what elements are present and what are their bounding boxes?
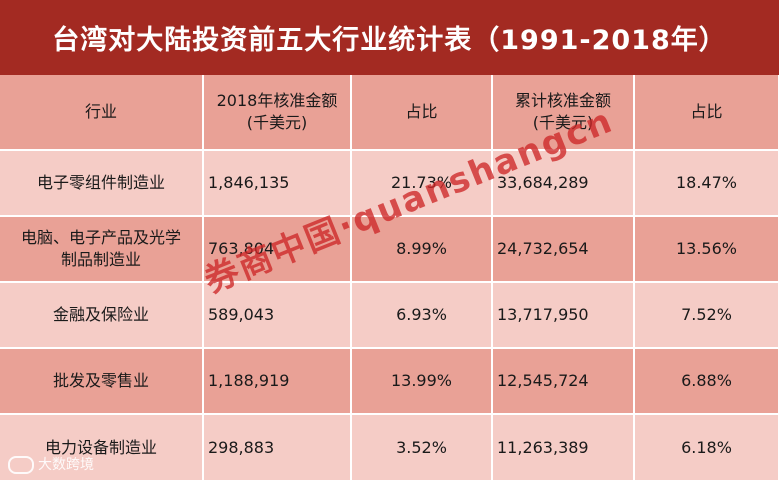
industry-cell: 电脑、电子产品及光学 制品制造业 <box>0 216 204 283</box>
amount-2018-cell: 1,846,135 <box>203 150 352 217</box>
table-row: 金融及保险业 589,043 6.93% 13,717,950 7.52% <box>0 282 779 349</box>
table-title: 台湾对大陆投资前五大行业统计表（1991-2018年） <box>0 0 779 75</box>
header-industry: 行业 <box>0 75 204 151</box>
header-amount-2018: 2018年核准金额 (千美元) <box>203 75 352 151</box>
amount-2018-cell: 298,883 <box>203 414 352 482</box>
amount-2018-cell: 763,804 <box>203 216 352 283</box>
share-2018-cell: 6.93% <box>351 282 493 349</box>
industry-cell: 金融及保险业 <box>0 282 204 349</box>
stats-table: 行业 2018年核准金额 (千美元) 占比 累计核准金额 (千美元) 占比 电子… <box>0 75 779 482</box>
cumulative-cell: 33,684,289 <box>492 150 635 217</box>
share-2018-cell: 3.52% <box>351 414 493 482</box>
industry-cell: 电力设备制造业 <box>0 414 204 482</box>
header-cumulative: 累计核准金额 (千美元) <box>492 75 635 151</box>
header-row: 行业 2018年核准金额 (千美元) 占比 累计核准金额 (千美元) 占比 <box>0 75 779 151</box>
table-row: 电子零组件制造业 1,846,135 21.73% 33,684,289 18.… <box>0 150 779 217</box>
cumulative-cell: 13,717,950 <box>492 282 635 349</box>
share-2018-cell: 21.73% <box>351 150 493 217</box>
industry-cell: 批发及零售业 <box>0 348 204 415</box>
share-cumulative-cell: 18.47% <box>634 150 779 217</box>
corner-logo: 大数跨境 <box>8 454 94 474</box>
cumulative-cell: 12,545,724 <box>492 348 635 415</box>
share-cumulative-cell: 6.88% <box>634 348 779 415</box>
table-row: 批发及零售业 1,188,919 13.99% 12,545,724 6.88% <box>0 348 779 415</box>
share-cumulative-cell: 13.56% <box>634 216 779 283</box>
share-cumulative-cell: 7.52% <box>634 282 779 349</box>
industry-cell: 电子零组件制造业 <box>0 150 204 217</box>
share-2018-cell: 13.99% <box>351 348 493 415</box>
amount-2018-cell: 589,043 <box>203 282 352 349</box>
amount-2018-cell: 1,188,919 <box>203 348 352 415</box>
share-cumulative-cell: 6.18% <box>634 414 779 482</box>
cumulative-cell: 24,732,654 <box>492 216 635 283</box>
header-share-2018: 占比 <box>351 75 493 151</box>
table-row: 电力设备制造业 298,883 3.52% 11,263,389 6.18% <box>0 414 779 482</box>
share-2018-cell: 8.99% <box>351 216 493 283</box>
header-share-cumulative: 占比 <box>634 75 779 151</box>
table-row: 电脑、电子产品及光学 制品制造业 763,804 8.99% 24,732,65… <box>0 216 779 283</box>
logo-icon <box>8 456 34 474</box>
cumulative-cell: 11,263,389 <box>492 414 635 482</box>
